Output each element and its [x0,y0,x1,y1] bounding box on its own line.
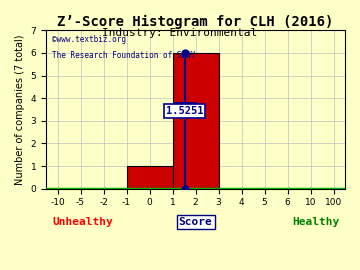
Title: Z’-Score Histogram for CLH (2016): Z’-Score Histogram for CLH (2016) [57,15,334,29]
Text: 1.5251: 1.5251 [166,106,203,116]
Text: The Research Foundation of SUNY: The Research Foundation of SUNY [52,51,195,60]
Text: Score: Score [179,217,212,227]
Y-axis label: Number of companies (7 total): Number of companies (7 total) [15,34,25,185]
Bar [126,166,172,189]
Text: Industry: Environmental: Industry: Environmental [102,28,258,38]
Text: Unhealthy: Unhealthy [52,217,113,227]
Bar [172,53,219,189]
Text: ©www.textbiz.org: ©www.textbiz.org [52,35,126,44]
Text: Healthy: Healthy [292,217,339,227]
